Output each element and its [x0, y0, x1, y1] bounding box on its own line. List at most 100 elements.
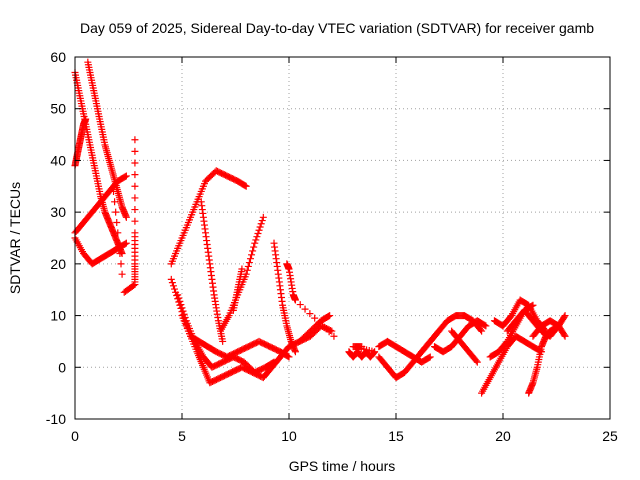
- series-arc-23: [490, 296, 550, 335]
- data-point: [178, 304, 186, 312]
- data-point: [168, 279, 176, 287]
- data-point: [111, 198, 119, 206]
- y-axis-label: SDTVAR / TECUs: [7, 182, 23, 294]
- data-point: [238, 265, 246, 273]
- series-arc-20: [448, 327, 481, 366]
- series-arc-15: [296, 312, 334, 345]
- x-tick-label: 10: [281, 428, 297, 444]
- data-point: [478, 327, 486, 335]
- y-tick-label: 40: [50, 152, 66, 168]
- x-tick-label: 5: [178, 428, 186, 444]
- data-point: [246, 255, 254, 263]
- y-tick-label: 0: [58, 359, 66, 375]
- data-point: [117, 260, 125, 268]
- data-point: [176, 297, 184, 305]
- data-point: [122, 287, 130, 295]
- data-point: [121, 240, 129, 248]
- markers: [71, 58, 569, 397]
- data-point: [259, 213, 267, 221]
- data-point: [477, 326, 485, 334]
- data-point: [244, 262, 252, 270]
- grid: [75, 57, 610, 419]
- data-point: [291, 296, 299, 304]
- data-point: [131, 182, 139, 190]
- data-point: [167, 275, 175, 283]
- data-point: [131, 136, 139, 144]
- data-point: [320, 323, 328, 331]
- data-point: [284, 352, 292, 360]
- series-arc-10: [178, 312, 293, 361]
- series-arc-13: [229, 265, 246, 314]
- series-cluster-1: [345, 343, 379, 361]
- series-arc-11: [197, 198, 227, 345]
- data-point: [285, 353, 293, 361]
- data-point: [122, 239, 130, 247]
- data-point: [311, 314, 319, 322]
- y-tick-label: 50: [50, 101, 66, 117]
- data-point: [250, 243, 258, 251]
- x-tick-label: 15: [388, 428, 404, 444]
- data-point: [116, 250, 124, 258]
- ticks: 0 5 10 15 20 25 -10 0 10 20 30 40 50 60: [46, 49, 618, 444]
- data-point: [326, 312, 334, 320]
- data-point: [330, 332, 338, 340]
- data-point: [219, 337, 227, 345]
- y-tick-label: 20: [50, 256, 66, 272]
- data-point: [131, 171, 139, 179]
- series-arc-6: [110, 187, 126, 278]
- data-point: [115, 239, 123, 247]
- data-point: [426, 353, 434, 361]
- data-point: [122, 213, 130, 221]
- data-point: [255, 226, 263, 234]
- data-point: [248, 251, 256, 259]
- data-point: [254, 229, 262, 237]
- data-point: [241, 182, 249, 190]
- data-point: [482, 322, 490, 330]
- series-arc-8: [167, 167, 250, 268]
- x-axis-label: GPS time / hours: [289, 458, 396, 474]
- series-arc-5: [71, 234, 130, 268]
- data-point: [131, 194, 139, 202]
- data-point: [252, 236, 260, 244]
- data-point: [296, 301, 304, 309]
- data-point: [243, 266, 251, 274]
- data-point: [131, 206, 139, 214]
- data-point: [177, 301, 185, 309]
- data-point: [110, 187, 118, 195]
- series-arc-14: [270, 239, 299, 356]
- data-point: [175, 294, 183, 302]
- data-point: [473, 358, 481, 366]
- x-tick-label: 0: [71, 428, 79, 444]
- data-point: [131, 217, 139, 225]
- data-point: [326, 326, 334, 334]
- data-point: [301, 305, 309, 313]
- y-tick-label: 30: [50, 204, 66, 220]
- data-point: [253, 233, 261, 241]
- data-point: [325, 312, 333, 320]
- data-point: [358, 343, 366, 351]
- data-point: [245, 259, 253, 267]
- data-point: [179, 307, 187, 315]
- data-point: [560, 313, 568, 321]
- data-point: [270, 358, 278, 366]
- data-point: [120, 288, 128, 296]
- data-point: [291, 348, 299, 356]
- data-point: [174, 291, 182, 299]
- plot-frame: [74, 56, 611, 420]
- data-point: [425, 354, 433, 362]
- data-point: [258, 217, 266, 225]
- data-point: [242, 182, 250, 190]
- series-points-1: [120, 136, 139, 296]
- series-arc-2: [84, 58, 130, 221]
- x-tick-label: 20: [495, 428, 511, 444]
- data-point: [472, 357, 480, 365]
- y-tick-label: -10: [46, 411, 66, 427]
- data-point: [131, 159, 139, 167]
- x-tick-label: 25: [602, 428, 618, 444]
- data-point: [560, 331, 568, 339]
- data-point: [325, 328, 333, 336]
- series-arc-19: [431, 317, 490, 356]
- data-point: [114, 229, 122, 237]
- data-point: [131, 147, 139, 155]
- data-point: [249, 247, 257, 255]
